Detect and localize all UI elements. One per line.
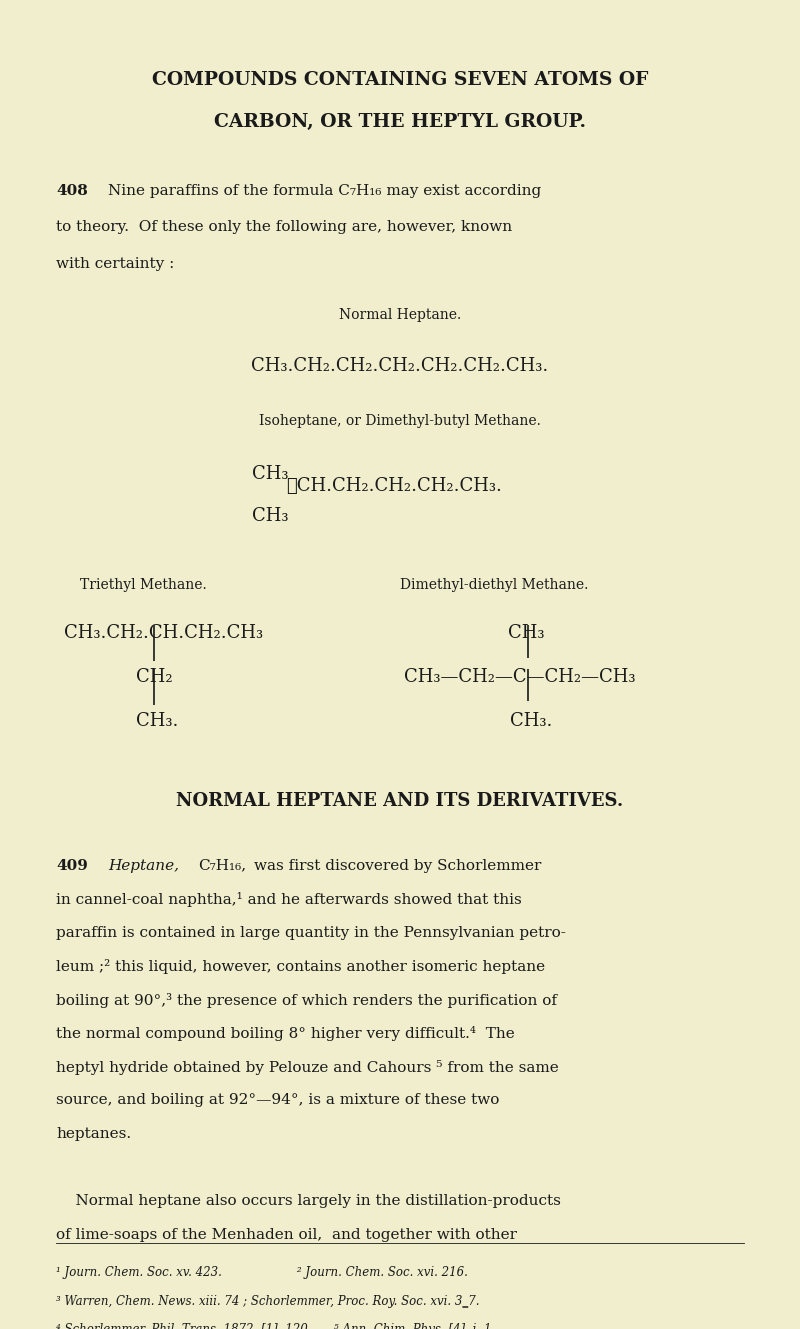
Text: ³ Warren, Chem. News. xiii. 74 ; Schorlemmer, Proc. Roy. Soc. xvi. 3‗7.: ³ Warren, Chem. News. xiii. 74 ; Schorle…	[56, 1294, 479, 1308]
Text: CH₃: CH₃	[252, 465, 289, 484]
Text: CH₃.: CH₃.	[136, 712, 178, 730]
Text: of lime-soaps of the Menhaden oil,  and together with other: of lime-soaps of the Menhaden oil, and t…	[56, 1228, 517, 1241]
Text: with certainty :: with certainty :	[56, 256, 174, 271]
Text: CH₃.CH₂.CH.CH₂.CH₃: CH₃.CH₂.CH.CH₂.CH₃	[64, 625, 263, 642]
Text: heptanes.: heptanes.	[56, 1127, 131, 1140]
Text: CH₃: CH₃	[252, 506, 289, 525]
Text: Dimethyl-diethyl Methane.: Dimethyl-diethyl Methane.	[400, 578, 588, 591]
Text: CH₃—CH₂—C—CH₂—CH₃: CH₃—CH₂—C—CH₂—CH₃	[404, 668, 635, 686]
Text: COMPOUNDS CONTAINING SEVEN ATOMS OF: COMPOUNDS CONTAINING SEVEN ATOMS OF	[152, 70, 648, 89]
Text: Normal Heptane.: Normal Heptane.	[339, 308, 461, 322]
Text: NORMAL HEPTANE AND ITS DERIVATIVES.: NORMAL HEPTANE AND ITS DERIVATIVES.	[176, 792, 624, 809]
Text: CH₃.CH₂.CH₂.CH₂.CH₂.CH₂.CH₃.: CH₃.CH₂.CH₂.CH₂.CH₂.CH₂.CH₃.	[251, 358, 549, 375]
Text: Nine paraffins of the formula C₇H₁₆ may exist according: Nine paraffins of the formula C₇H₁₆ may …	[108, 185, 542, 198]
Text: 409: 409	[56, 859, 88, 873]
Text: Triethyl Methane.: Triethyl Methane.	[80, 578, 206, 591]
Text: CH₂: CH₂	[136, 668, 173, 686]
Text: Heptane,: Heptane,	[108, 859, 179, 873]
Text: CH₃.: CH₃.	[510, 712, 553, 730]
Text: ¹ Journ. Chem. Soc. xv. 423.                    ² Journ. Chem. Soc. xvi. 216.: ¹ Journ. Chem. Soc. xv. 423. ² Journ. Ch…	[56, 1267, 468, 1280]
Text: heptyl hydride obtained by Pelouze and Cahours ⁵ from the same: heptyl hydride obtained by Pelouze and C…	[56, 1061, 558, 1075]
Text: 408: 408	[56, 185, 88, 198]
Text: was first discovered by Schorlemmer: was first discovered by Schorlemmer	[254, 859, 542, 873]
Text: source, and boiling at 92°—94°, is a mixture of these two: source, and boiling at 92°—94°, is a mix…	[56, 1094, 499, 1107]
Text: to theory.  Of these only the following are, however, known: to theory. Of these only the following a…	[56, 221, 512, 234]
Text: boiling at 90°,³ the presence of which renders the purification of: boiling at 90°,³ the presence of which r…	[56, 993, 557, 1007]
Text: 〉CH.CH₂.CH₂.CH₂.CH₃.: 〉CH.CH₂.CH₂.CH₂.CH₃.	[286, 477, 502, 496]
Text: C₇H₁₆,: C₇H₁₆,	[198, 859, 246, 873]
Text: CH₃: CH₃	[508, 625, 545, 642]
Text: Isoheptane, or Dimethyl-butyl Methane.: Isoheptane, or Dimethyl-butyl Methane.	[259, 413, 541, 428]
Text: leum ;² this liquid, however, contains another isomeric heptane: leum ;² this liquid, however, contains a…	[56, 960, 545, 974]
Text: in cannel-coal naphtha,¹ and he afterwards showed that this: in cannel-coal naphtha,¹ and he afterwar…	[56, 892, 522, 908]
Text: CARBON, OR THE HEPTYL GROUP.: CARBON, OR THE HEPTYL GROUP.	[214, 113, 586, 132]
Text: the normal compound boiling 8° higher very difficult.⁴  The: the normal compound boiling 8° higher ve…	[56, 1026, 514, 1042]
Text: ⁴ Schorlemmer, Phil. Trans. 1872, [1], 120.      ⁵ Ann. Chim. Phys. [4], i. 1.: ⁴ Schorlemmer, Phil. Trans. 1872, [1], 1…	[56, 1322, 495, 1329]
Text: Normal heptane also occurs largely in the distillation-products: Normal heptane also occurs largely in th…	[56, 1193, 561, 1208]
Text: paraffin is contained in large quantity in the Pennsylvanian petro-: paraffin is contained in large quantity …	[56, 926, 566, 940]
